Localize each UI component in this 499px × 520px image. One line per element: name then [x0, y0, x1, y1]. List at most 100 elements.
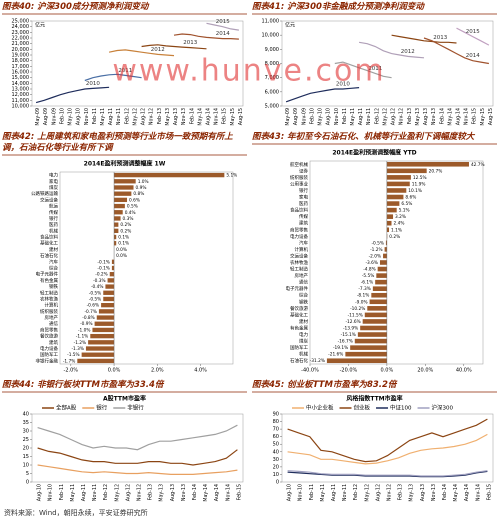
value-label: -1.2%	[74, 340, 86, 346]
y-tick-label: 25,000	[12, 19, 30, 25]
x-tick-label: May-14	[447, 108, 453, 126]
plot-frame	[31, 20, 244, 107]
y-tick-label: 20	[273, 464, 279, 470]
bar	[386, 220, 392, 226]
plot-frame	[281, 413, 494, 483]
x-tick-label: Feb-13	[157, 108, 163, 124]
series-line	[287, 418, 488, 463]
x-tick-label: Nov-09	[51, 108, 57, 125]
x-tick-label: May-12	[132, 108, 138, 126]
bar	[114, 210, 123, 215]
series-line	[334, 61, 392, 79]
bar	[114, 172, 225, 178]
chart-subtitle: 风格指数TTM市盈率	[346, 395, 402, 403]
value-label: -0.5%	[89, 296, 101, 302]
category-label: 房地产	[45, 314, 59, 321]
x-tick-label: May-09	[285, 108, 291, 126]
value-label: 0.2%	[389, 234, 400, 240]
category-label: 传媒	[299, 213, 308, 220]
value-label: 0.0%	[116, 247, 127, 253]
x-tick-label: Feb-11	[309, 484, 315, 500]
value-label: -5.5%	[362, 273, 374, 279]
x-tick-label: Aug-15	[238, 108, 244, 125]
bar	[354, 338, 387, 344]
series-line	[173, 33, 239, 40]
x-tick-label: Aug-14	[464, 484, 470, 501]
y-tick-label: 30	[23, 429, 29, 435]
bar	[101, 302, 115, 308]
bar	[90, 333, 115, 339]
bar	[386, 181, 410, 187]
x-tick-label: Aug-09	[43, 108, 49, 125]
bar	[114, 191, 132, 196]
value-label: -0.7%	[84, 309, 96, 315]
legend-label: 银行	[96, 404, 108, 412]
source-note: 资料来源：Wind，朝阳永续，平安证券研究所	[4, 509, 148, 517]
x-tick-label: May-15	[480, 108, 486, 126]
value-label: 8.6%	[405, 195, 416, 201]
x-tick-label: Feb-14	[192, 484, 198, 500]
category-label: 交运设备	[290, 252, 308, 259]
y-tick-label: 40	[23, 412, 29, 418]
value-label: 20.7%	[429, 168, 443, 174]
series-line	[37, 447, 238, 466]
category-label: 煤炭	[49, 184, 58, 191]
x-tick-label: Nov-13	[431, 108, 437, 125]
x-tick-label: May-14	[197, 108, 203, 126]
x-tick-label: Aug-09	[293, 108, 299, 125]
x-tick-label: 40.0%	[456, 368, 472, 374]
x-tick-label: Aug-10	[326, 108, 332, 125]
series-line	[35, 86, 110, 104]
bar	[88, 340, 115, 345]
bar	[386, 214, 394, 219]
value-label: -0.1%	[97, 259, 109, 265]
bar	[114, 222, 119, 227]
series-label: 2010	[336, 82, 350, 88]
bar	[111, 265, 115, 271]
y-tick-label: 11,000	[12, 98, 30, 104]
x-tick-label: Nov-11	[92, 484, 98, 501]
category-label: 餐饮旅游	[290, 305, 308, 312]
value-label: -0.1%	[97, 266, 109, 272]
x-tick-label: Nov-09	[301, 108, 307, 125]
series-label: 2015	[466, 29, 480, 35]
category-label: 医药	[49, 221, 58, 228]
legend-label: 创业板	[354, 404, 371, 412]
category-label: 轻工制造	[290, 266, 308, 273]
y-unit: 亿元	[285, 22, 295, 29]
category-label: 食品饮料	[40, 234, 58, 241]
bar	[376, 273, 387, 278]
x-tick-label: Feb-14	[439, 108, 445, 124]
y-tick-label: 20,000	[12, 47, 30, 53]
chart-subtitle: A股TTM市盈率	[103, 395, 146, 403]
x-tick-label: Aug-14	[205, 108, 211, 125]
category-label: 国防军工	[40, 351, 58, 358]
bar	[369, 299, 387, 305]
y-tick-label: 21,000	[12, 41, 30, 47]
category-label: 银行	[49, 215, 58, 222]
bar	[385, 240, 387, 246]
y-tick-label: 30	[273, 457, 279, 463]
bar	[103, 290, 115, 295]
bar	[81, 352, 115, 357]
watermark: www.hunve.com	[112, 54, 385, 89]
value-label: 0.0%	[116, 253, 127, 259]
series-line	[423, 37, 490, 65]
x-tick-label: May-09	[35, 108, 41, 126]
category-label: 钢铁	[49, 283, 58, 290]
x-tick-label: May-12	[114, 484, 120, 502]
series-label: 2014	[466, 53, 480, 59]
category-label: 电力	[299, 331, 308, 338]
x-tick-label: May-11	[350, 108, 356, 126]
x-tick-label: Aug-11	[358, 108, 364, 125]
value-label: 12.5%	[413, 175, 427, 181]
x-tick-label: May-14	[453, 484, 459, 502]
value-label: -6.1%	[361, 280, 373, 286]
y-tick-label: 10,000	[12, 104, 30, 110]
x-tick-label: -20.0%	[340, 368, 358, 374]
category-label: 通信	[299, 279, 308, 286]
y-tick-label: 8,000	[265, 61, 279, 67]
category-label: 煤炭	[299, 338, 308, 345]
series-label: 2013	[183, 40, 197, 46]
category-label: 有色金属	[40, 277, 58, 284]
